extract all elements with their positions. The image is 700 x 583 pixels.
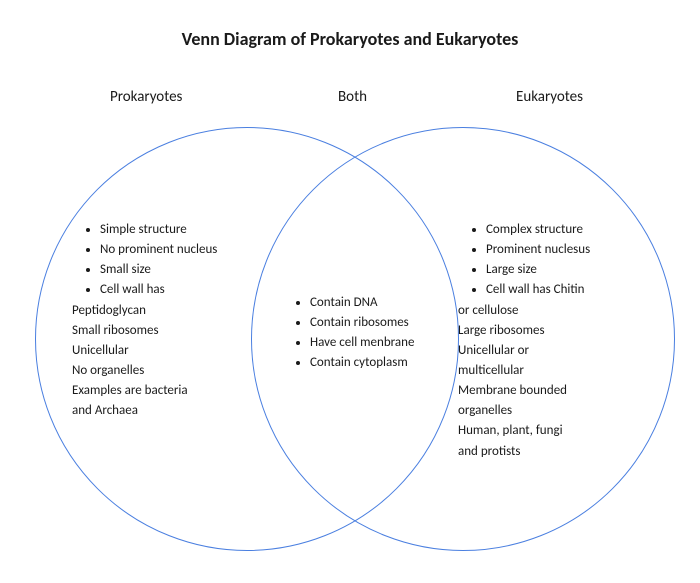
list-item: Contain ribosomes <box>310 313 432 333</box>
text-line: Peptidoglycan <box>72 301 262 321</box>
venn-diagram: Venn Diagram of Prokaryotes and Eukaryot… <box>0 0 700 583</box>
left-bullets: Simple structure No prominent nucleus Sm… <box>72 220 262 301</box>
header-left: Prokaryotes <box>110 88 182 106</box>
list-item: Simple structure <box>100 220 262 240</box>
text-line: Human, plant, fungi <box>458 421 653 441</box>
center-content: Contain DNA Contain ribosomes Have cell … <box>282 293 432 374</box>
text-line: Large ribosomes <box>458 321 653 341</box>
list-item: Complex structure <box>486 220 653 240</box>
text-line: Unicellular or <box>458 341 653 361</box>
text-line: Examples are bacteria <box>72 381 262 401</box>
list-item: Have cell menbrane <box>310 333 432 353</box>
list-item: Large size <box>486 260 653 280</box>
list-item: No prominent nucleus <box>100 240 262 260</box>
text-line: and protists <box>458 442 653 462</box>
list-item: Contain cytoplasm <box>310 353 432 373</box>
header-right: Eukaryotes <box>516 88 583 106</box>
list-item: Cell wall has Chitin <box>486 280 653 300</box>
list-item: Prominent nuclesus <box>486 240 653 260</box>
text-line: Unicellular <box>72 341 262 361</box>
text-line: organelles <box>458 401 653 421</box>
header-center: Both <box>338 88 367 106</box>
list-item: Contain DNA <box>310 293 432 313</box>
right-plain: or cellulose Large ribosomes Unicellular… <box>458 301 653 462</box>
right-content: Complex structure Prominent nuclesus Lar… <box>458 220 653 462</box>
text-line: or cellulose <box>458 301 653 321</box>
diagram-title: Venn Diagram of Prokaryotes and Eukaryot… <box>0 28 700 50</box>
left-plain: Peptidoglycan Small ribosomes Unicellula… <box>72 301 262 422</box>
text-line: and Archaea <box>72 401 262 421</box>
text-line: multicellular <box>458 361 653 381</box>
right-bullets: Complex structure Prominent nuclesus Lar… <box>458 220 653 301</box>
left-content: Simple structure No prominent nucleus Sm… <box>72 220 262 421</box>
text-line: No organelles <box>72 361 262 381</box>
text-line: Membrane bounded <box>458 381 653 401</box>
list-item: Cell wall has <box>100 280 262 300</box>
text-line: Small ribosomes <box>72 321 262 341</box>
center-bullets: Contain DNA Contain ribosomes Have cell … <box>282 293 432 374</box>
list-item: Small size <box>100 260 262 280</box>
